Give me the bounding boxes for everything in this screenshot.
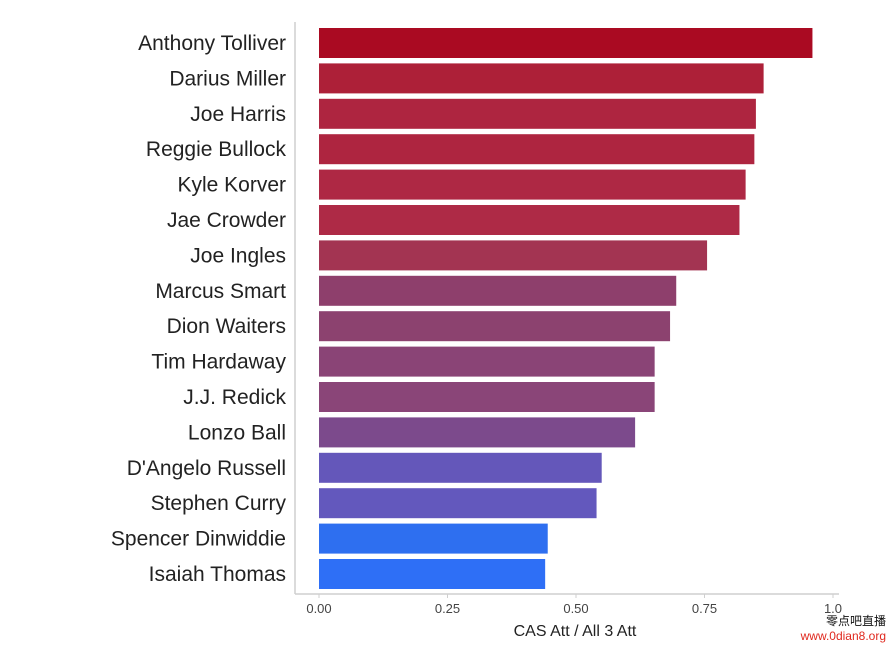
bars-group — [319, 28, 813, 589]
category-label: Isaiah Thomas — [149, 563, 286, 586]
category-label: Stephen Curry — [151, 492, 287, 515]
category-label: Marcus Smart — [155, 280, 286, 303]
category-label: Kyle Korver — [177, 174, 286, 197]
x-tick-label: 0.25 — [435, 601, 460, 616]
bar — [319, 559, 546, 589]
bar — [319, 452, 602, 483]
bar — [319, 417, 636, 448]
bar — [319, 275, 677, 306]
x-axis-ticks: 0.00 0.25 0.50 0.75 1.0 — [306, 594, 842, 616]
bar — [319, 205, 740, 235]
category-label: Joe Harris — [190, 103, 286, 126]
bar — [319, 346, 655, 377]
x-tick-label: 0.50 — [563, 601, 588, 616]
bar — [319, 28, 813, 58]
category-label: Darius Miller — [169, 67, 286, 90]
category-label: Anthony Tolliver — [138, 32, 286, 55]
bar — [319, 523, 548, 554]
x-tick-label: 1.0 — [824, 601, 842, 616]
x-axis-title: CAS Att / All 3 Att — [514, 623, 637, 640]
category-label: Spencer Dinwiddie — [111, 528, 286, 551]
category-label: Lonzo Ball — [188, 421, 286, 444]
bar — [319, 311, 671, 342]
bar — [319, 134, 755, 165]
bar — [319, 488, 597, 519]
watermark-url: www.0dian8.org — [800, 629, 886, 643]
watermark: 零点吧直播 www.0dian8.org — [801, 614, 886, 644]
x-tick-label: 0.00 — [306, 601, 331, 616]
category-label: Joe Ingles — [190, 244, 286, 267]
bar — [319, 240, 708, 271]
bar — [319, 169, 746, 200]
category-label: Jae Crowder — [167, 209, 286, 232]
category-label: J.J. Redick — [183, 386, 286, 409]
category-label: Reggie Bullock — [146, 138, 287, 161]
bar — [319, 382, 655, 412]
category-label: Tim Hardaway — [151, 351, 286, 374]
category-labels: Anthony Tolliver Darius Miller Joe Harris R… — [111, 32, 287, 586]
category-label: Dion Waiters — [167, 315, 286, 338]
x-tick-label: 0.75 — [692, 601, 717, 616]
watermark-name: 零点吧直播 — [825, 614, 886, 628]
bar — [319, 63, 764, 94]
category-label: D'Angelo Russell — [127, 457, 286, 480]
bar — [319, 98, 756, 129]
